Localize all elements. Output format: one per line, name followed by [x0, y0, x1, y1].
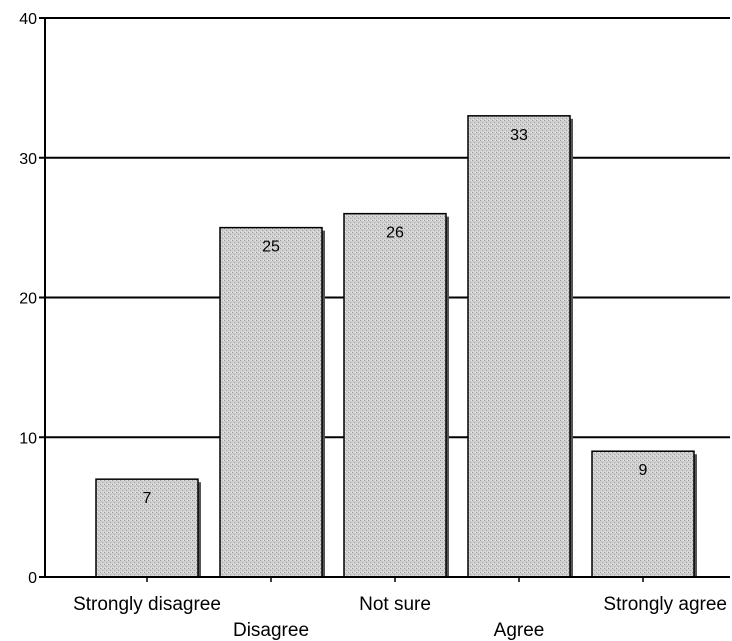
- data-label-1: 7: [143, 490, 152, 507]
- bars: [95, 115, 697, 578]
- bar-2: [219, 226, 323, 578]
- category-label-2: Disagree: [233, 620, 309, 641]
- axes: [39, 17, 730, 582]
- bar-5: [591, 450, 695, 578]
- category-label-4: Agree: [494, 620, 545, 641]
- category-label-3: Not sure: [359, 594, 431, 615]
- bar-4: [467, 115, 571, 578]
- bar-3: [343, 212, 447, 578]
- y-tick-label-40: 40: [19, 11, 37, 28]
- y-tick-label-10: 10: [19, 430, 37, 447]
- data-label-5: 9: [639, 462, 648, 479]
- data-label-2: 25: [262, 239, 280, 256]
- y-tick-label-0: 0: [28, 570, 37, 587]
- labels: 7 25 26 33 9 0 10 20 30 40 Strongly disagree Disagr…: [19, 11, 727, 641]
- category-label-1: Strongly disagree: [73, 594, 221, 615]
- data-label-4: 33: [510, 127, 528, 144]
- data-label-3: 26: [386, 225, 404, 242]
- y-tick-label-20: 20: [19, 291, 37, 308]
- category-label-5: Strongly agree: [603, 594, 727, 615]
- y-tick-label-30: 30: [19, 151, 37, 168]
